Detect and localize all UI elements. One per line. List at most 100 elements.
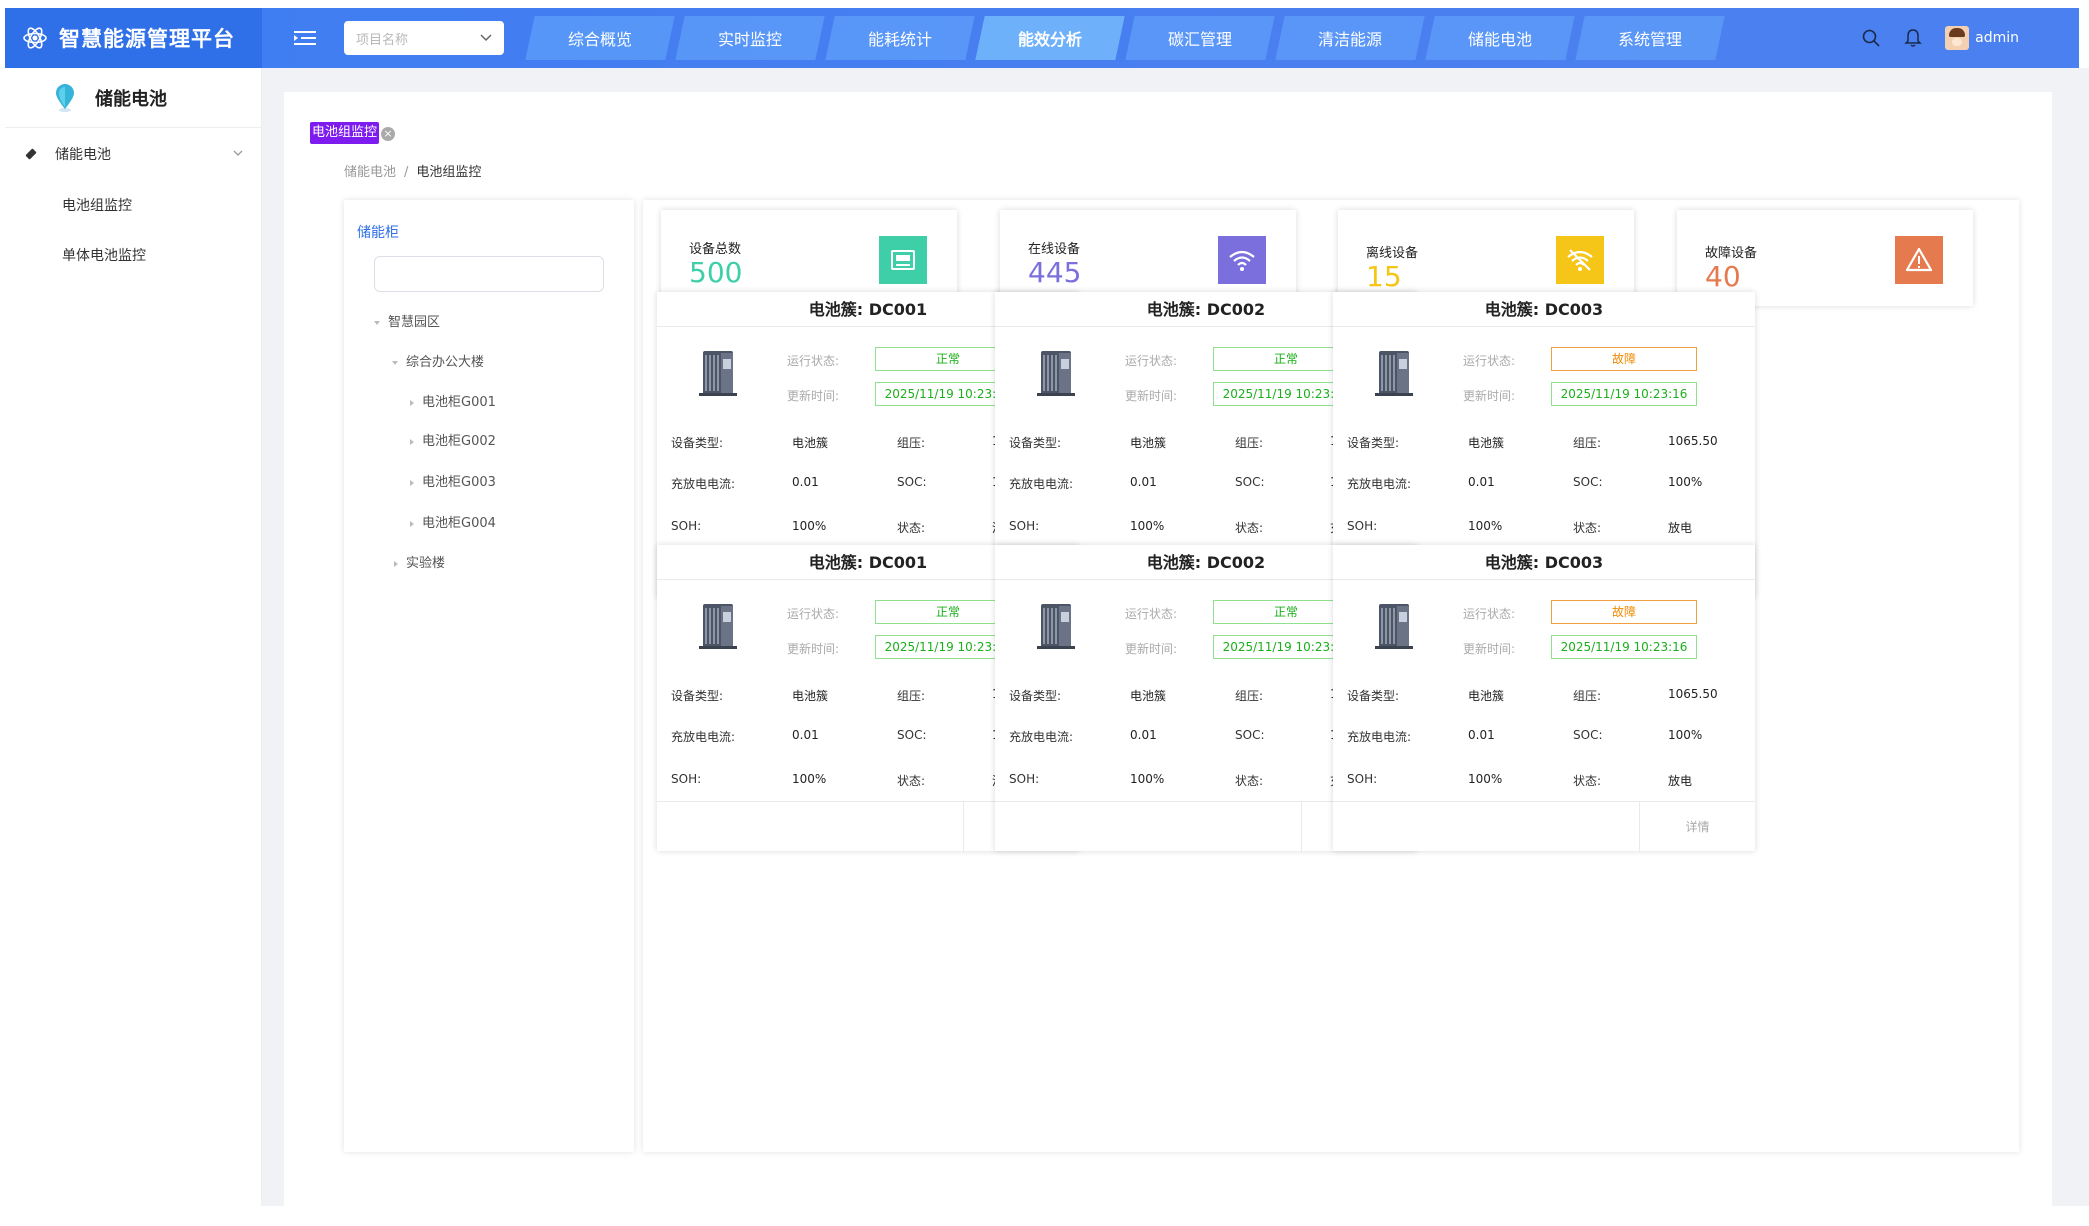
voltage-label: 组压: [897,436,926,450]
voltage-value: 1065.50 [1668,687,1718,701]
state-value: 放电 [1668,521,1693,535]
tree-node-cabinet-g002[interactable]: 电池柜G002 [410,430,496,449]
device-type-label: 设备类型: [1009,436,1062,450]
sidebar-module-header: 储能电池 [5,68,261,128]
sidebar-group-storage[interactable]: 储能电池 [5,128,261,180]
breadcrumb-current: 电池组监控 [416,165,482,180]
device-card-title: 电池簇: DC001 [657,292,1079,327]
app-title: 智慧能源管理平台 [59,27,235,51]
soc-value: 100% [1668,728,1703,742]
update-time-label: 更新时间: [787,389,840,403]
nav-tab[interactable]: 系统管理 [1575,16,1725,60]
tree-node-cabinet-g004[interactable]: 电池柜G004 [410,512,496,531]
warning-icon [1895,236,1943,284]
soh-label: SOH: [1347,772,1378,786]
battery-cabinet-icon [699,347,739,399]
content-box: 电池组监控 × 储能电池 / 电池组监控 储能柜 智慧园区 综合办公大楼 电池柜G0… [284,92,2052,1206]
nav-tab[interactable]: 碳汇管理 [1125,16,1275,60]
soc-label: SOC: [1235,728,1265,742]
update-time-label: 更新时间: [1463,389,1516,403]
nav-tab[interactable]: 储能电池 [1425,16,1575,60]
update-time-value: 2025/11/19 10:23:16 [1551,635,1697,659]
run-status-label: 运行状态: [787,354,840,368]
state-label: 状态: [1235,774,1264,788]
soh-value: 100% [1130,772,1165,786]
device-type-value: 电池簇 [1468,689,1505,703]
soc-label: SOC: [897,475,927,489]
avatar[interactable] [1945,26,1970,50]
current-label: 充放电电流: [1347,730,1412,744]
close-tag-icon[interactable]: × [381,127,395,141]
project-select[interactable]: 项目名称 [344,21,504,55]
breadcrumb-item[interactable]: 储能电池 [344,165,397,180]
stat-value: 445 [1028,256,1082,289]
device-type-label: 设备类型: [1347,436,1400,450]
device-card-title: 电池簇: DC002 [995,292,1417,327]
soh-label: SOH: [1009,772,1040,786]
detail-button[interactable]: 详情 [1685,820,1710,834]
tree-search-input[interactable] [374,256,604,292]
soc-label: SOC: [897,728,927,742]
current-value: 0.01 [1130,728,1157,742]
nav-tab[interactable]: 实时监控 [675,16,825,60]
nav-tab[interactable]: 能效分析 [975,16,1125,60]
tree-node-smart-park[interactable]: 智慧园区 [374,311,440,330]
chevron-down-icon [233,150,243,156]
username[interactable]: admin [1975,30,2019,46]
device-card-title: 电池簇: DC002 [995,545,1417,580]
device-type-value: 电池簇 [1130,436,1167,450]
run-status-label: 运行状态: [1463,354,1516,368]
location-pin-icon [56,83,74,112]
current-label: 充放电电流: [1009,477,1074,491]
tree-node-office-building[interactable]: 综合办公大楼 [392,351,484,370]
voltage-label: 组压: [897,689,926,703]
sidebar: 储能电池 储能电池 电池组监控 单体电池监控 [5,68,262,1206]
wifi-off-icon [1556,236,1604,284]
sidebar-item-single-battery[interactable]: 单体电池监控 [62,248,146,264]
tree-node-cabinet-g003[interactable]: 电池柜G003 [410,471,496,490]
battery-cabinet-icon [1037,600,1077,652]
device-type-value: 电池簇 [792,689,829,703]
soh-label: SOH: [671,772,702,786]
battery-cabinet-icon [699,600,739,652]
nav-tab[interactable]: 能耗统计 [825,16,975,60]
device-type-label: 设备类型: [671,689,724,703]
soh-value: 100% [1468,772,1503,786]
soh-value: 100% [1468,519,1503,533]
soc-label: SOC: [1573,728,1603,742]
menu-toggle-icon[interactable] [294,29,316,47]
tree-node-cabinet-g001[interactable]: 电池柜G001 [410,391,496,410]
soh-value: 100% [1130,519,1165,533]
topbar: 项目名称 综合概览 实时监控 能耗统计 能效分析 碳汇管理 清洁能源 储能电池 系统管理 ad… [262,8,2079,68]
stat-value: 500 [689,256,743,289]
current-value: 0.01 [792,475,819,489]
search-icon[interactable] [1861,28,1881,48]
tree-node-lab-building[interactable]: 实验楼 [394,552,445,571]
device-card: 电池簇: DC003 运行状态: 故障 更新时间: 2025/11/19 10:23:1… [1333,545,1755,852]
tree-panel: 储能柜 智慧园区 综合办公大楼 电池柜G001 电池柜G002 电池柜G003 … [344,200,634,1152]
state-value: 放电 [1668,774,1693,788]
run-status-value: 故障 [1551,347,1697,371]
stat-label: 设备总数 [689,242,742,257]
wifi-icon [1218,236,1266,284]
bell-icon[interactable] [1903,28,1923,48]
stat-label: 离线设备 [1366,246,1419,261]
run-status-label: 运行状态: [1125,607,1178,621]
stat-total-devices: 设备总数 500 [661,210,957,306]
device-card-title: 电池簇: DC003 [1333,545,1755,580]
nav-tab[interactable]: 综合概览 [525,16,675,60]
card-icon [879,236,927,284]
atom-logo-icon [23,27,47,49]
nav-tab[interactable]: 清洁能源 [1275,16,1425,60]
page-tag[interactable]: 电池组监控 [310,122,380,144]
voltage-label: 组压: [1573,689,1602,703]
soc-label: SOC: [1235,475,1265,489]
cards-panel: 设备总数 500 在线设备 445 离线设备 15 故障设备 40 [643,200,2019,1152]
sidebar-group-label: 储能电池 [55,147,111,163]
state-label: 状态: [1573,521,1602,535]
sidebar-item-battery-group[interactable]: 电池组监控 [62,198,132,214]
current-label: 充放电电流: [671,477,736,491]
battery-cabinet-icon [1375,600,1415,652]
stat-value: 15 [1366,260,1402,293]
battery-cabinet-icon [1375,347,1415,399]
